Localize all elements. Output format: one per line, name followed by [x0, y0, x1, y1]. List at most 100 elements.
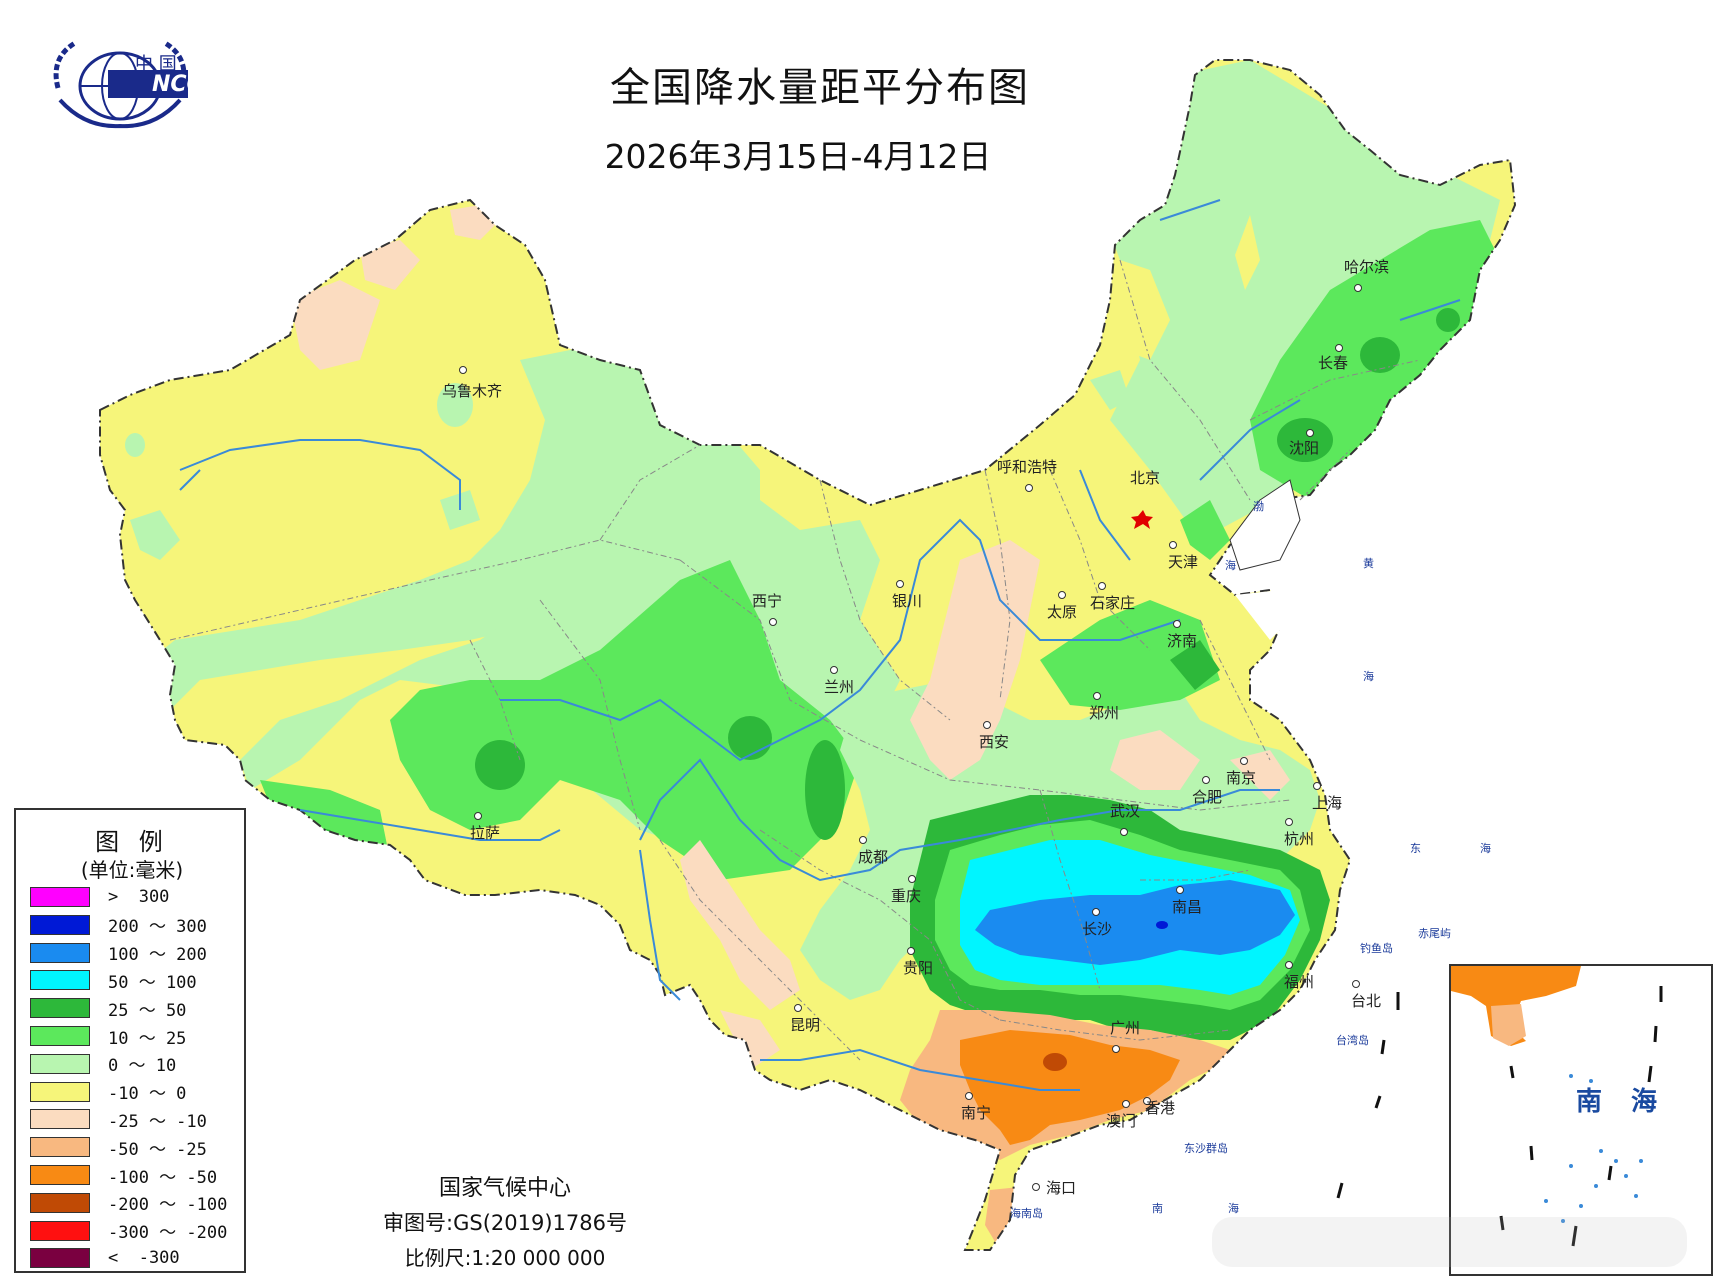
legend-swatch [30, 1192, 90, 1213]
legend-label: 25 ～ 50 [108, 1000, 187, 1021]
city-label: 南宁 [961, 1104, 992, 1122]
legend-row: 200 ～ 300 [30, 914, 207, 937]
city-label: 南昌 [1172, 898, 1203, 916]
legend: 图 例 (单位:毫米) > 300 200 ～ 300 100 ～ 200 50 ～ … [14, 808, 246, 1273]
legend-swatch [30, 914, 90, 935]
city-marker-icon [1092, 908, 1100, 916]
city-label: 银川 [892, 592, 923, 610]
map-review-number: 审图号:GS(2019)1786号 [383, 1211, 627, 1235]
legend-swatch [30, 887, 90, 907]
city-label: 西安 [979, 733, 1010, 751]
logo-chinese-text: 中 国 [135, 54, 177, 75]
sea-label: 台湾岛 [1336, 1034, 1369, 1047]
legend-row: 25 ～ 50 [30, 997, 187, 1021]
legend-label: < -300 [108, 1248, 180, 1269]
legend-label: -200 ～ -100 [108, 1195, 228, 1216]
city-marker-icon [769, 618, 777, 626]
sea-label: 海 [1225, 559, 1236, 572]
map-scale: 比例尺:1:20 000 000 [404, 1246, 606, 1270]
legend-swatch [30, 942, 90, 963]
city-marker-icon [1143, 1097, 1151, 1105]
legend-row: -25 ～ -10 [30, 1108, 207, 1132]
city-label: 澳门 [1106, 1112, 1137, 1130]
legend-row: 100 ～ 200 [30, 942, 207, 965]
city-marker-icon [474, 812, 482, 820]
city-marker-icon [794, 1004, 802, 1012]
sea-label: 钓鱼岛 [1360, 942, 1393, 955]
city-label: 呼和浩特 [997, 458, 1058, 476]
legend-swatch [30, 1026, 90, 1046]
city-label: 昆明 [790, 1016, 821, 1034]
legend-row: -200 ～ -100 [30, 1192, 228, 1216]
south-china-sea-inset: 南 海 [1449, 964, 1713, 1276]
legend-swatch [30, 1248, 90, 1269]
legend-row: 0 ～ 10 [30, 1053, 177, 1077]
logo-english-text: NCC [152, 72, 203, 97]
legend-swatch [30, 970, 90, 991]
city-label: 长沙 [1082, 920, 1113, 938]
legend-label: 0 ～ 10 [108, 1056, 177, 1077]
city-label: 拉萨 [470, 824, 501, 842]
sea-label: 海 [1363, 670, 1374, 683]
legend-title: 图 例 [95, 828, 169, 856]
capital-star-icon [1131, 510, 1153, 529]
city-marker-icon [1169, 541, 1177, 549]
city-label: 重庆 [891, 887, 922, 905]
ncc-logo: 中 国 NCC [40, 28, 215, 138]
legend-row: -100 ～ -50 [30, 1164, 218, 1188]
issuing-organization: 国家气候中心 [438, 1176, 571, 1201]
map-date-range: 2026年3月15日-4月12日 [604, 137, 992, 176]
city-marker-icon [1202, 776, 1210, 784]
city-label: 哈尔滨 [1344, 258, 1390, 276]
city-label: 石家庄 [1090, 594, 1136, 612]
city-marker-icon [1285, 961, 1293, 969]
city-marker-icon [1112, 1045, 1120, 1053]
legend-swatch [30, 1109, 90, 1130]
city-marker-icon [1173, 620, 1181, 628]
city-label: 郑州 [1089, 704, 1120, 722]
city-label: 太原 [1047, 603, 1078, 621]
city-marker-icon [1285, 818, 1293, 826]
legend-row: > 300 [30, 886, 169, 908]
city-label: 台北 [1351, 992, 1382, 1010]
city-label: 沈阳 [1289, 439, 1320, 457]
map-title: 全国降水量距平分布图 [610, 65, 1030, 111]
inset-sea-label: 南 海 [1576, 1087, 1668, 1117]
city-marker-icon [1120, 828, 1128, 836]
city-marker-icon [1093, 692, 1101, 700]
city-marker-icon [830, 666, 838, 674]
city-label: 长春 [1318, 354, 1349, 372]
city-label: 西宁 [752, 592, 783, 610]
city-marker-icon [983, 721, 991, 729]
city-label: 杭州 [1284, 830, 1315, 848]
sea-label: 海南岛 [1010, 1207, 1043, 1220]
legend-swatch [30, 998, 90, 1019]
legend-label: -100 ～ -50 [108, 1167, 218, 1188]
sea-label: 东沙群岛 [1184, 1142, 1228, 1155]
city-label: 合肥 [1192, 788, 1223, 806]
globe-emblem-icon [53, 40, 188, 129]
city-marker-icon [965, 1092, 973, 1100]
city-marker-icon [1352, 980, 1360, 988]
legend-swatch [30, 1081, 90, 1102]
legend-unit: (单位:毫米) [80, 858, 184, 882]
watermark [1212, 1217, 1687, 1267]
legend-label: -10 ～ 0 [108, 1084, 187, 1105]
legend-swatch [30, 1220, 90, 1241]
city-marker-icon [907, 947, 915, 955]
city-label: 南京 [1226, 769, 1257, 787]
city-marker-icon [896, 580, 904, 588]
legend-row: -300 ～ -200 [30, 1220, 228, 1244]
city-marker-icon [459, 366, 467, 374]
city-label: 成都 [858, 848, 889, 866]
legend-row: 50 ～ 100 [30, 969, 197, 993]
city-marker-icon [859, 836, 867, 844]
legend-label: -300 ～ -200 [108, 1223, 228, 1244]
city-label: 福州 [1284, 973, 1315, 991]
sea-label: 东 [1410, 842, 1421, 855]
city-label: 济南 [1167, 632, 1198, 650]
city-label: 海口 [1046, 1179, 1077, 1197]
city-marker-icon [1335, 344, 1343, 352]
sea-label: 赤尾屿 [1418, 927, 1451, 940]
city-marker-icon [1176, 886, 1184, 894]
